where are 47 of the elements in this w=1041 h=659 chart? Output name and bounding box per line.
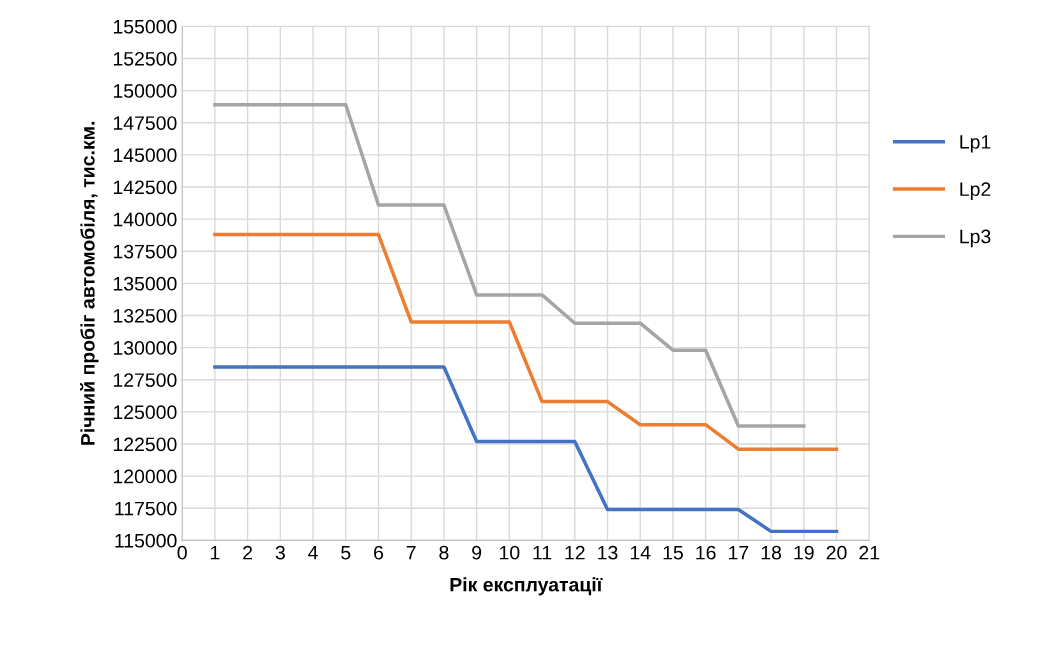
y-tick-label: 132500 bbox=[113, 308, 177, 323]
y-tick-label: 150000 bbox=[113, 84, 177, 98]
line-series bbox=[213, 103, 806, 428]
x-tick-label: 13 bbox=[598, 545, 618, 560]
x-tick-label: 21 bbox=[859, 545, 880, 560]
y-tick-label: 117500 bbox=[115, 501, 177, 516]
x-tick-label: 20 bbox=[826, 545, 847, 560]
y-tick-label: 135000 bbox=[113, 276, 177, 291]
x-tick-label: 8 bbox=[439, 545, 449, 560]
x-tick-label: 9 bbox=[472, 545, 482, 560]
y-tick-label: 142500 bbox=[113, 180, 177, 195]
line-series bbox=[213, 232, 839, 451]
x-tick-label: 3 bbox=[275, 545, 285, 560]
x-tick-label: 19 bbox=[794, 545, 814, 560]
x-tick-label: 2 bbox=[243, 545, 253, 560]
y-tick-label: 115000 bbox=[115, 533, 177, 548]
x-tick-label: 17 bbox=[729, 545, 749, 560]
x-tick-label: 14 bbox=[630, 545, 651, 560]
y-tick-label: 130000 bbox=[113, 341, 177, 355]
legend-label: Lp1 bbox=[960, 135, 991, 153]
y-axis-title: Річний пробіг автомобіля, тис.км. bbox=[80, 121, 99, 445]
y-tick-label: 120000 bbox=[113, 469, 177, 484]
x-axis-title: Рік експлуатації bbox=[450, 577, 603, 596]
x-tick-label: 4 bbox=[308, 545, 318, 560]
x-tick-label: 16 bbox=[696, 545, 716, 560]
x-tick-label: 18 bbox=[761, 545, 782, 560]
x-tick-label: 11 bbox=[533, 545, 552, 560]
y-tick-label: 127500 bbox=[113, 373, 177, 387]
x-tick-label: 12 bbox=[565, 545, 585, 560]
y-tick-label: 122500 bbox=[113, 437, 177, 452]
legend-label: Lp3 bbox=[960, 229, 991, 248]
y-tick-label: 140000 bbox=[113, 212, 177, 227]
x-tick-label: 1 bbox=[210, 545, 220, 560]
y-tick-label: 152500 bbox=[113, 51, 177, 66]
x-tick-label: 5 bbox=[341, 545, 351, 560]
x-tick-label: 6 bbox=[374, 545, 384, 560]
line-series bbox=[213, 365, 839, 534]
y-tick-label: 125000 bbox=[113, 405, 177, 420]
y-tick-label: 155000 bbox=[113, 19, 177, 34]
y-tick-label: 137500 bbox=[113, 244, 177, 259]
x-tick-label: 0 bbox=[177, 545, 187, 560]
x-tick-label: 7 bbox=[406, 545, 416, 560]
legend-label: Lp2 bbox=[960, 182, 991, 200]
x-tick-label: 10 bbox=[500, 545, 520, 560]
y-tick-label: 147500 bbox=[113, 116, 177, 130]
y-tick-label: 145000 bbox=[113, 148, 177, 163]
x-tick-label: 15 bbox=[663, 545, 683, 560]
